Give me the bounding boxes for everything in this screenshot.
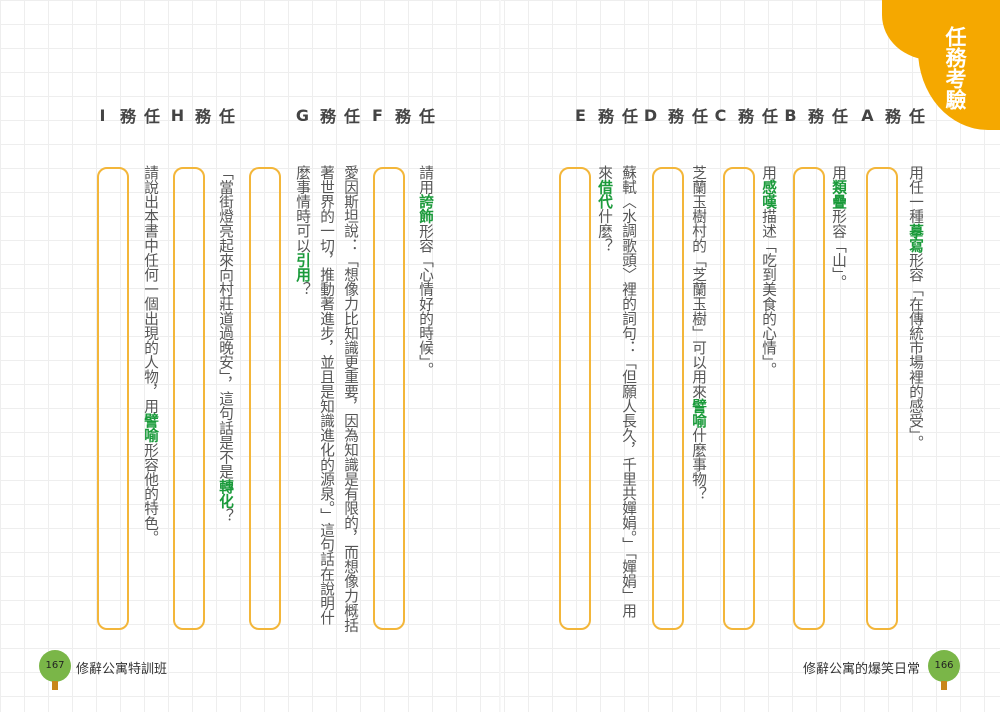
prompt-text: 什麼事物？ (690, 427, 707, 501)
prompt-text: 什麼？ (596, 208, 613, 253)
tree-trunk-icon (52, 681, 58, 690)
prompt-text: ？ (217, 508, 234, 523)
page-spine (499, 0, 501, 712)
task-heading: 任務F (368, 106, 435, 125)
section-badge-title: 任務考驗 (943, 26, 967, 110)
prompt-text: 「當街燈亮起來向村莊道過晚安」，這句話是不是 (217, 165, 234, 479)
rhetoric-term: 引用 (294, 252, 311, 282)
prompt-text: 麼事情時可以 (294, 165, 311, 253)
task-heading: 任務H (168, 106, 235, 125)
prompt-text: 形容他的特色。 (142, 442, 159, 545)
task-heading: 任務G (293, 106, 360, 125)
answer-box[interactable] (173, 167, 205, 630)
task-heading: 任務D (641, 106, 708, 125)
answer-box[interactable] (793, 167, 825, 630)
tree-trunk-icon (941, 681, 947, 690)
answer-box[interactable] (559, 167, 591, 630)
prompt-text: 蘇軾〈水調歌頭〉裡的詞句：「但願人長久，千里共嬋娟。」「嬋娟」用 (620, 165, 637, 618)
task-prompt: 用感嘆描述「吃到美食的心情」。 (756, 165, 780, 377)
footer-title-left: 修辭公寓特訓班 (76, 662, 168, 677)
prompt-line: 麼事情時可以引用？ (290, 165, 314, 632)
prompt-text: 請說出本書中任何一個出現的人物，用 (142, 165, 159, 414)
task-prompt: 芝蘭玉樹村的「芝蘭玉樹」可以用來譬喻什麼事物？ (686, 165, 710, 501)
rhetoric-term: 譬喻 (142, 413, 159, 443)
task-prompt: 用任一種摹寫形容「在傳統市場裡的感受」。 (903, 165, 927, 450)
prompt-text: 形容「山」。 (830, 208, 847, 290)
answer-box[interactable] (866, 167, 898, 630)
task-prompt: 蘇軾〈水調歌頭〉裡的詞句：「但願人長久，千里共嬋娟。」「嬋娟」用 來借代什麼？ (592, 165, 640, 618)
rhetoric-term: 感嘆 (760, 179, 777, 209)
answer-box[interactable] (373, 167, 405, 630)
prompt-text: 芝蘭玉樹村的「芝蘭玉樹」可以用來 (690, 165, 707, 399)
page-number-right: 166 (928, 650, 960, 682)
prompt-line: 請說出本書中任何一個出現的人物，用譬喻形容他的特色。 (138, 165, 162, 545)
prompt-text: 用 (760, 165, 777, 180)
prompt-line: 用類疊形容「山」。 (826, 165, 850, 289)
task-heading: 任務I (93, 106, 160, 125)
rhetoric-term: 誇飾 (417, 194, 434, 224)
answer-box[interactable] (249, 167, 281, 630)
answer-box[interactable] (97, 167, 129, 630)
answer-box[interactable] (723, 167, 755, 630)
prompt-line: 用感嘆描述「吃到美食的心情」。 (756, 165, 780, 377)
task-prompt: 愛因斯坦說：「想像力比知識更重要，因為知識是有限的，而想像力概括 著世界的一切，推… (290, 165, 362, 632)
page-number-left: 167 (39, 650, 71, 682)
prompt-text: 來 (596, 165, 613, 180)
prompt-line: 芝蘭玉樹村的「芝蘭玉樹」可以用來譬喻什麼事物？ (686, 165, 710, 501)
rhetoric-term: 摹寫 (907, 223, 924, 253)
task-heading: 任務B (781, 106, 848, 125)
prompt-line: 請用誇飾形容「心情好的時候」。 (413, 165, 437, 377)
prompt-line: 用任一種摹寫形容「在傳統市場裡的感受」。 (903, 165, 927, 450)
rhetoric-term: 借代 (596, 179, 613, 209)
prompt-text: 形容「心情好的時候」。 (417, 223, 434, 377)
prompt-line: 愛因斯坦說：「想像力比知識更重要，因為知識是有限的，而想像力概括 (338, 165, 362, 632)
prompt-line: 來借代什麼？ (592, 165, 616, 618)
task-prompt: 「當街燈亮起來向村莊道過晚安」，這句話是不是轉化？ (213, 165, 237, 523)
prompt-text: 請用 (417, 165, 434, 195)
task-prompt: 請用誇飾形容「心情好的時候」。 (413, 165, 437, 377)
task-heading: 任務A (858, 106, 925, 125)
answer-box[interactable] (652, 167, 684, 630)
prompt-text: 愛因斯坦說：「想像力比知識更重要，因為知識是有限的，而想像力概括 (342, 165, 359, 633)
prompt-line: 蘇軾〈水調歌頭〉裡的詞句：「但願人長久，千里共嬋娟。」「嬋娟」用 (616, 165, 640, 618)
task-heading: 任務E (571, 106, 638, 125)
prompt-text: 形容「在傳統市場裡的感受」。 (907, 252, 924, 450)
task-prompt: 用類疊形容「山」。 (826, 165, 850, 289)
prompt-line: 著世界的一切，推動著進步，並且是知識進化的源泉。」這句話在說明什 (314, 165, 338, 632)
prompt-text: 描述「吃到美食的心情」。 (760, 208, 777, 377)
prompt-line: 「當街燈亮起來向村莊道過晚安」，這句話是不是轉化？ (213, 165, 237, 523)
footer-title-right: 修辭公寓的爆笑日常 (802, 662, 920, 677)
prompt-text: 用 (830, 165, 847, 180)
rhetoric-term: 類疊 (830, 179, 847, 209)
prompt-text: 著世界的一切，推動著進步，並且是知識進化的源泉。」這句話在說明什 (318, 165, 335, 625)
prompt-text: 用任一種 (907, 165, 924, 224)
prompt-text: ？ (294, 281, 311, 297)
task-prompt: 請說出本書中任何一個出現的人物，用譬喻形容他的特色。 (138, 165, 162, 545)
rhetoric-term: 轉化 (217, 478, 234, 509)
rhetoric-term: 譬喻 (690, 398, 707, 428)
task-heading: 任務C (711, 106, 778, 125)
